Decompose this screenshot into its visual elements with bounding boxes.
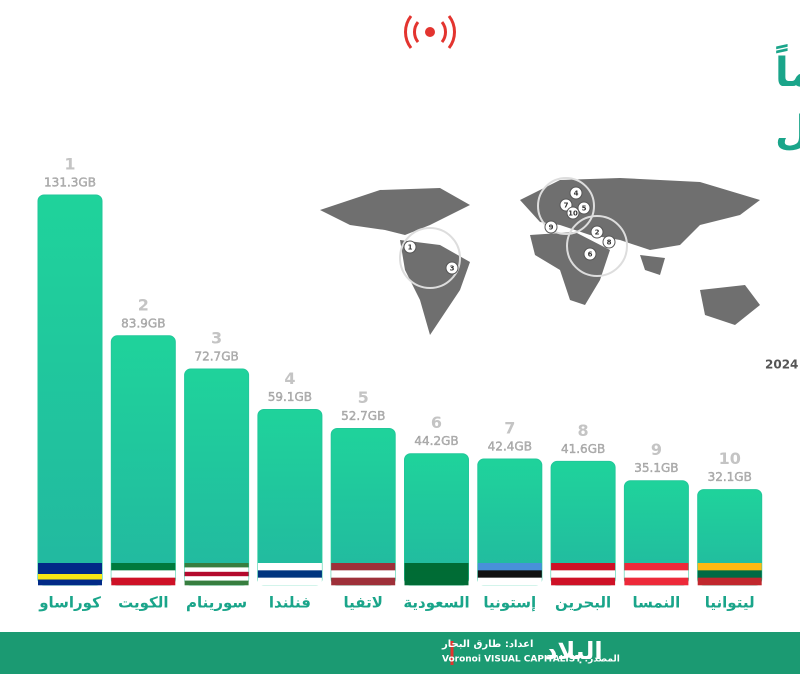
title-line: أكثر الدول استخداماً [775,43,800,96]
source: المصدر: Voronoi VISUAL CAPITALIST [442,655,620,665]
map-highlight [399,177,628,289]
flag-stripe [477,563,542,571]
rank-label: 8 [578,421,589,440]
value-label: 52.7GB [341,409,385,423]
rank-label: 2 [138,295,149,314]
footer-bar [0,632,800,674]
flag-stripe [184,563,249,568]
flag-stripe [257,563,322,571]
flag-stripe [404,563,469,571]
category-label: النمسا [632,594,680,612]
map-marker-label: 10 [568,210,578,218]
map-marker-label: 9 [549,224,554,232]
value-label: 72.7GB [194,350,238,364]
rank-label: 9 [651,440,662,459]
flag-stripe [697,563,762,571]
flag-stripe [551,577,616,586]
flag-stripe [111,577,176,586]
flag-stripe [697,570,762,578]
flag-stripe [38,579,102,586]
bar [184,368,250,586]
rank-label: 3 [211,329,222,348]
flag-stripe [477,577,542,586]
category-label: البحرين [555,594,611,612]
flag-stripe [111,563,176,571]
value-label: 44.2GB [414,434,458,448]
rank-label: 4 [284,369,295,388]
value-label: 42.4GB [488,440,532,454]
map-marker [544,220,558,234]
flag-stripe [331,577,396,586]
category-label: كوراساو [38,594,101,612]
category-label: ليتوانيا [705,594,755,612]
flag-stripe [38,563,102,569]
flag-stripe [697,577,762,586]
value-label: 131.3GB [44,176,96,190]
map-marker [569,186,583,200]
map-marker [445,261,459,275]
category-label: الكويت [118,594,168,612]
map-marker-label: 4 [574,190,579,198]
map-marker-label: 7 [564,202,569,210]
map-marker [602,235,616,249]
map-marker [590,225,604,239]
map-marker [577,201,591,215]
map-marker-label: 3 [450,265,455,273]
flag-stripe [624,570,689,578]
map-marker [403,240,417,254]
subtitle: الاستخدام الشهري للبيانات المحمولة للفرد… [765,358,800,373]
value-label: 35.1GB [634,461,678,475]
category-label: فنلندا [269,594,311,612]
flag-stripe [624,563,689,571]
category-label: إستونيا [483,594,536,612]
map-marker-label: 8 [607,239,612,247]
signal-icon [404,15,456,49]
flag-stripe [184,580,249,586]
value-label: 41.6GB [561,442,605,456]
rank-label: 5 [358,388,369,407]
bar [330,427,396,586]
map-marker-label: 5 [582,205,587,213]
flag-stripe [184,567,249,573]
rank-label: 1 [64,155,75,174]
category-label: سورينام [186,594,247,612]
flag-stripe [477,570,542,578]
flag-stripe [111,570,176,578]
flag-stripe [257,570,322,578]
rank-label: 7 [504,419,515,438]
flag-stripe [257,577,322,586]
map-marker-label: 1 [408,244,413,252]
map-marker [583,247,597,261]
credit: اعداد: طارق البحار [441,639,533,650]
logo: البلاد [545,637,603,665]
flag-stripe [38,568,102,575]
flag-stripe [624,577,689,586]
rank-label: 6 [431,413,442,432]
flag-stripe [404,570,469,578]
map-marker-label: 2 [595,229,600,237]
title-line: لبيانات الهاتف المحمول [775,108,800,154]
value-label: 59.1GB [268,390,312,404]
category-label: السعودية [403,594,469,612]
flag-stripe [38,574,102,580]
value-label: 32.1GB [708,470,752,484]
rank-label: 10 [719,449,741,468]
map-marker-label: 6 [588,251,593,259]
map-marker [566,206,580,220]
flag-stripe [184,571,249,577]
flag-stripe [331,570,396,578]
category-label: لاتفيا [344,594,383,612]
bar [37,194,103,586]
bar [110,335,176,586]
bar [257,408,323,586]
value-label: 83.9GB [121,316,165,330]
flag-stripe [551,570,616,578]
flag-stripe [184,576,249,581]
flag-stripe [331,563,396,571]
flag-stripe [404,577,469,586]
flag-stripe [551,563,616,571]
